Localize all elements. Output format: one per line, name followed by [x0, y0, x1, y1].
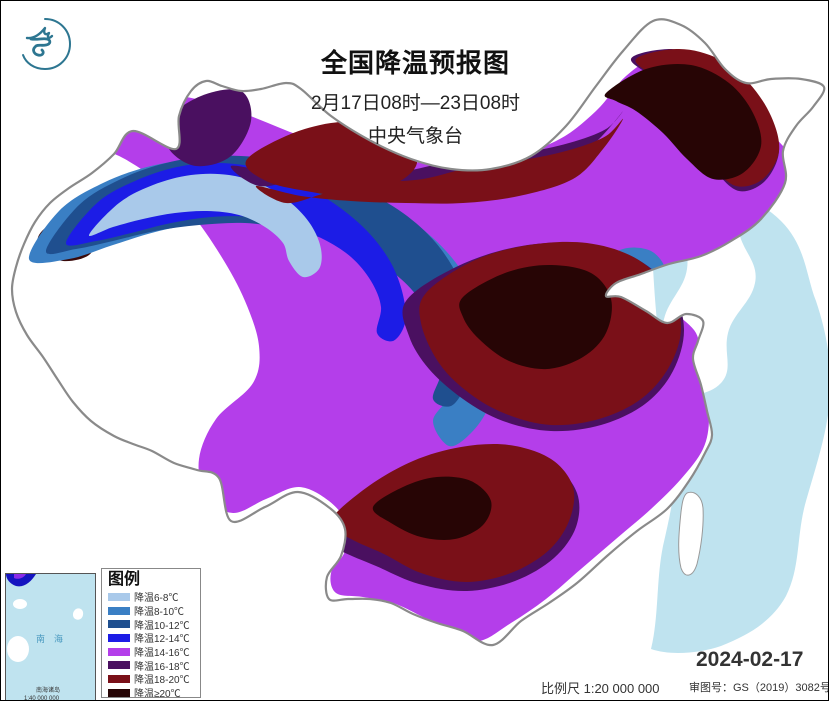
svg-text:1:40 000 000: 1:40 000 000 — [24, 696, 60, 701]
svg-text:南海诸岛: 南海诸岛 — [36, 686, 60, 694]
svg-text:南 海: 南 海 — [36, 633, 63, 644]
